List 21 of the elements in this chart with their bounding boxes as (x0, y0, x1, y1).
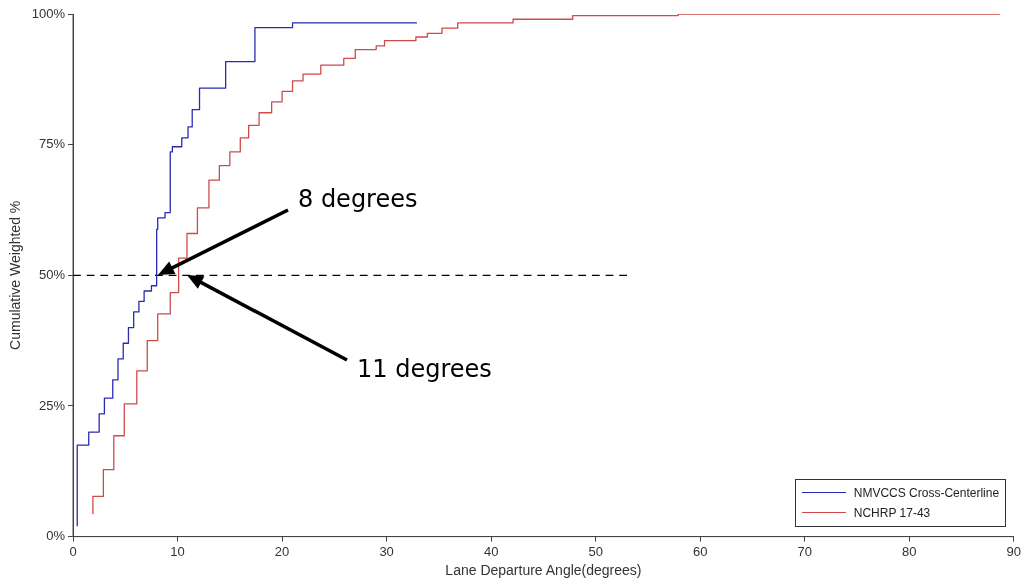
x-tick-label: 80 (902, 543, 917, 559)
y-tick-label: 50% (39, 266, 66, 282)
y-tick-label: 0% (46, 528, 66, 544)
x-tick-label: 60 (692, 543, 708, 559)
y-tick-label: 25% (39, 397, 66, 413)
x-tick-label: 40 (483, 543, 499, 559)
annotation: 11 degrees (356, 355, 492, 384)
x-tick-label: 50 (588, 543, 603, 559)
x-tick-label: 10 (170, 543, 185, 559)
annotation: 8 degrees (297, 185, 418, 214)
x-tick-label: 90 (1006, 543, 1021, 559)
y-tick-label: 100% (31, 5, 66, 21)
x-tick-label: 70 (797, 543, 812, 559)
x-axis-title: Lane Departure Angle(degrees) (445, 562, 642, 579)
y-tick-label: 75% (39, 136, 66, 152)
x-tick-label: 30 (379, 543, 394, 559)
legend-label: NCHRP 17-43 (853, 505, 931, 520)
legend-label: NMVCCS Cross-Centerline (853, 485, 1000, 500)
y-axis-title: Cumulative Weighted % (7, 200, 24, 350)
x-tick-label: 20 (274, 543, 290, 559)
x-tick-label: 0 (69, 543, 77, 559)
